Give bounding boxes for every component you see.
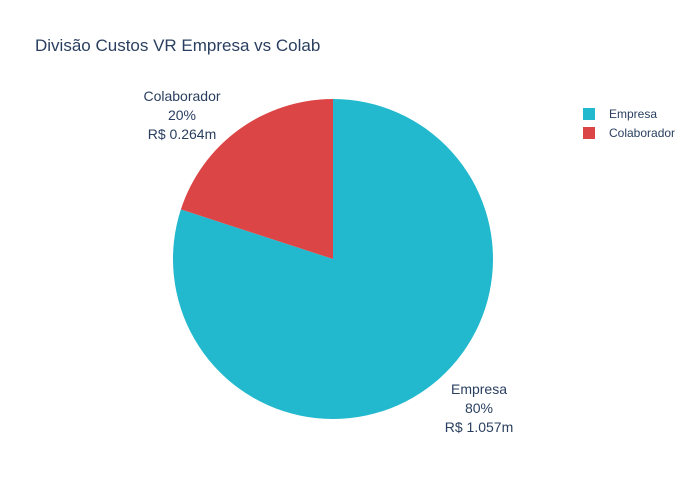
legend-item-empresa[interactable]: Empresa bbox=[583, 107, 657, 121]
legend: Empresa Colaborador bbox=[583, 107, 675, 140]
slice-label-value: R$ 0.264m bbox=[148, 126, 216, 142]
chart-title: Divisão Custos VR Empresa vs Colab bbox=[35, 36, 320, 55]
legend-label: Empresa bbox=[609, 107, 657, 121]
pie-slice-empresa[interactable] bbox=[173, 99, 494, 419]
slice-label-percent: 20% bbox=[168, 107, 196, 123]
legend-swatch bbox=[583, 127, 595, 139]
legend-swatch bbox=[583, 108, 595, 120]
pie-slice-colaborador[interactable] bbox=[180, 99, 333, 259]
slice-label-colaborador: Colaborador 20% R$ 0.264m bbox=[143, 88, 220, 142]
slice-label-name: Empresa bbox=[451, 381, 507, 397]
legend-label: Colaborador bbox=[609, 126, 675, 140]
legend-item-colaborador[interactable]: Colaborador bbox=[583, 126, 675, 140]
slice-label-value: R$ 1.057m bbox=[445, 419, 513, 435]
slice-label-empresa: Empresa 80% R$ 1.057m bbox=[445, 381, 513, 435]
slice-label-name: Colaborador bbox=[143, 88, 220, 104]
slice-label-percent: 80% bbox=[465, 400, 493, 416]
pie-slices bbox=[173, 99, 494, 419]
